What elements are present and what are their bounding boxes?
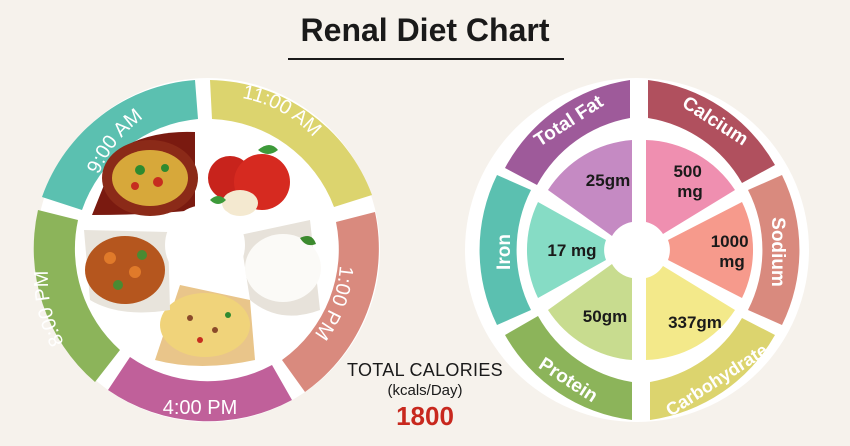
poha-icon — [155, 285, 255, 366]
segment-11am — [210, 80, 372, 207]
rice-bowl-icon — [240, 220, 321, 316]
ring-total-fat — [505, 80, 630, 185]
time-4pm: 4:00 PM — [163, 397, 237, 419]
nutrient-value-sodium-line1: 1000 — [711, 232, 749, 251]
apple-icon — [208, 145, 290, 216]
nutrient-value-calcium-line1: 500 — [673, 162, 701, 181]
nutrient-value-iron: 17 mg — [547, 241, 596, 260]
nutrient-value-sodium-line2: mg — [719, 252, 745, 271]
meal-wheel-hub — [165, 205, 245, 285]
segment-9am — [42, 80, 198, 210]
nutrient-value-protein: 50gm — [583, 307, 627, 326]
nutrient-wheel-hub — [611, 224, 663, 276]
nutrient-label-iron: Iron — [494, 234, 515, 270]
nutrient-value-calcium: 500 mg — [673, 162, 706, 201]
wedge-calcium — [646, 140, 735, 234]
total-calories: TOTAL CALORIES (kcals/Day) 1800 — [340, 360, 510, 432]
ring-protein — [505, 316, 632, 420]
wedge-total-fat — [548, 140, 632, 236]
total-calories-unit: (kcals/Day) — [387, 382, 463, 399]
title-underline — [288, 58, 564, 60]
ring-carbohydrate — [650, 318, 775, 420]
nutrient-value-carbohydrate: 337gm — [668, 313, 722, 332]
segment-4pm — [108, 357, 292, 422]
meal-wheel: 9:00 AM 11:00 AM 1:00 PM 4:00 PM 8:00 PM — [31, 78, 380, 422]
segment-1pm — [282, 212, 379, 392]
nutrient-value-sodium: 1000 mg — [711, 232, 754, 271]
ring-calcium — [648, 80, 775, 183]
nutrient-wheel: Total Fat Calcium Sodium Carbohydrate Pr… — [465, 78, 809, 422]
wedge-iron — [526, 202, 606, 298]
nutrient-value-calcium-line2: mg — [677, 182, 703, 201]
wedge-sodium — [668, 202, 754, 298]
nutrient-value-total-fat: 25gm — [586, 171, 630, 190]
wedge-protein — [548, 264, 632, 360]
total-calories-label: TOTAL CALORIES — [347, 360, 503, 380]
curry-icon — [84, 230, 170, 313]
total-calories-value: 1800 — [396, 401, 454, 431]
page-title: Renal Diet Chart — [300, 12, 550, 48]
wedge-carbohydrate — [646, 266, 735, 360]
rice-plate-icon — [92, 131, 198, 216]
ring-sodium — [748, 175, 800, 325]
ring-iron — [479, 175, 531, 325]
nutrient-label-sodium: Sodium — [767, 217, 788, 287]
segment-8pm — [33, 210, 120, 382]
